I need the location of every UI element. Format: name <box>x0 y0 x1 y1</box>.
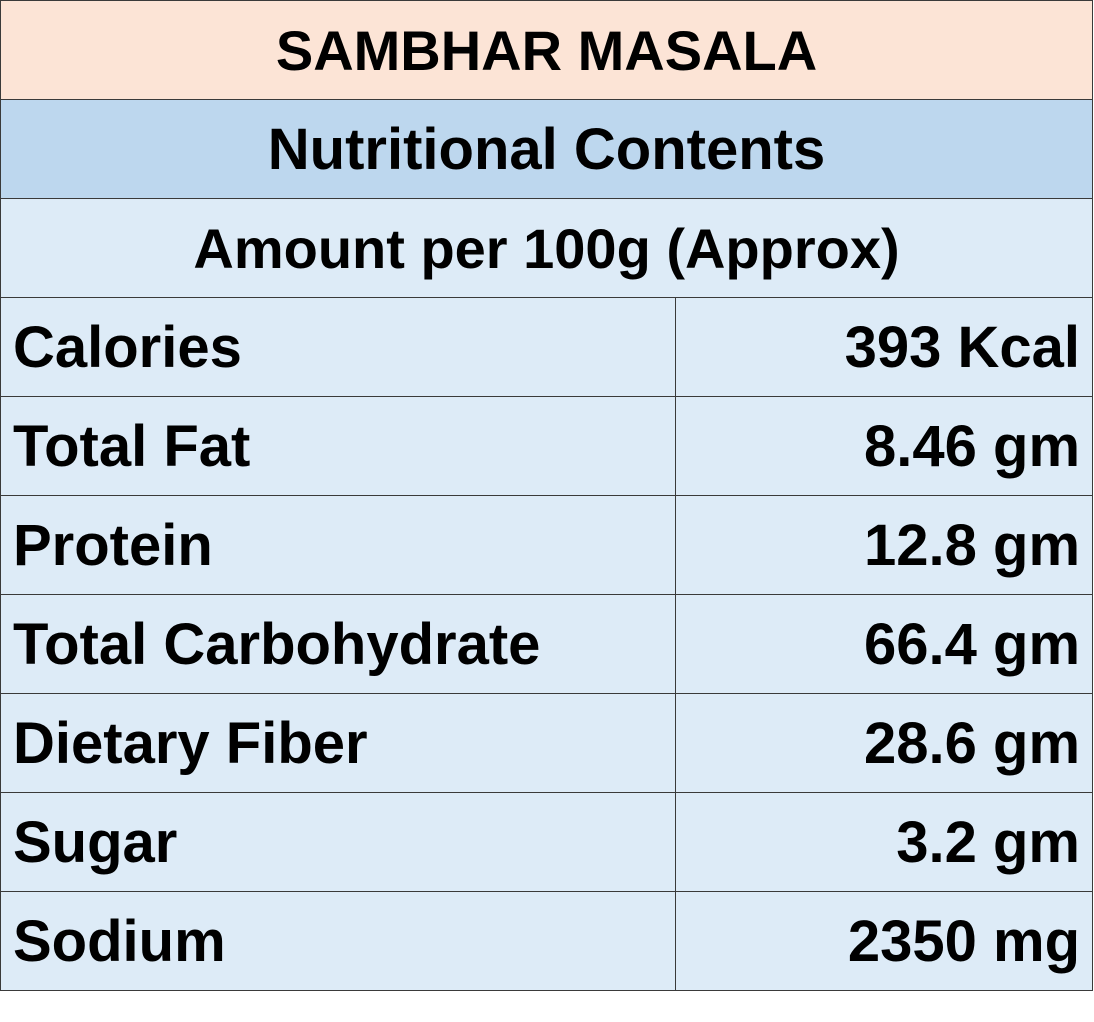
nutrient-label: Sodium <box>0 891 676 991</box>
nutrient-value: 28.6 gm <box>674 693 1094 793</box>
nutrient-label: Sugar <box>0 792 676 892</box>
table-row: Total Carbohydrate 66.4 gm <box>0 594 1094 694</box>
table-subtitle: Nutritional Contents <box>0 99 1094 199</box>
nutrient-label: Total Carbohydrate <box>0 594 676 694</box>
nutrient-value: 393 Kcal <box>674 297 1094 397</box>
amount-label: Amount per 100g (Approx) <box>0 198 1094 298</box>
table-title: SAMBHAR MASALA <box>0 0 1094 100</box>
subtitle-row: Nutritional Contents <box>0 99 1094 199</box>
table-row: Calories 393 Kcal <box>0 297 1094 397</box>
nutrient-value: 8.46 gm <box>674 396 1094 496</box>
title-row: SAMBHAR MASALA <box>0 0 1094 100</box>
nutrient-value: 12.8 gm <box>674 495 1094 595</box>
nutrient-value: 66.4 gm <box>674 594 1094 694</box>
nutrient-label: Total Fat <box>0 396 676 496</box>
nutrient-label: Dietary Fiber <box>0 693 676 793</box>
nutrient-value: 3.2 gm <box>674 792 1094 892</box>
nutrient-value: 2350 mg <box>674 891 1094 991</box>
table-row: Sodium 2350 mg <box>0 891 1094 991</box>
nutrient-label: Protein <box>0 495 676 595</box>
table-row: Protein 12.8 gm <box>0 495 1094 595</box>
nutrition-table: SAMBHAR MASALA Nutritional Contents Amou… <box>0 0 1094 991</box>
table-row: Sugar 3.2 gm <box>0 792 1094 892</box>
amount-row: Amount per 100g (Approx) <box>0 198 1094 298</box>
table-row: Dietary Fiber 28.6 gm <box>0 693 1094 793</box>
nutrient-label: Calories <box>0 297 676 397</box>
table-row: Total Fat 8.46 gm <box>0 396 1094 496</box>
